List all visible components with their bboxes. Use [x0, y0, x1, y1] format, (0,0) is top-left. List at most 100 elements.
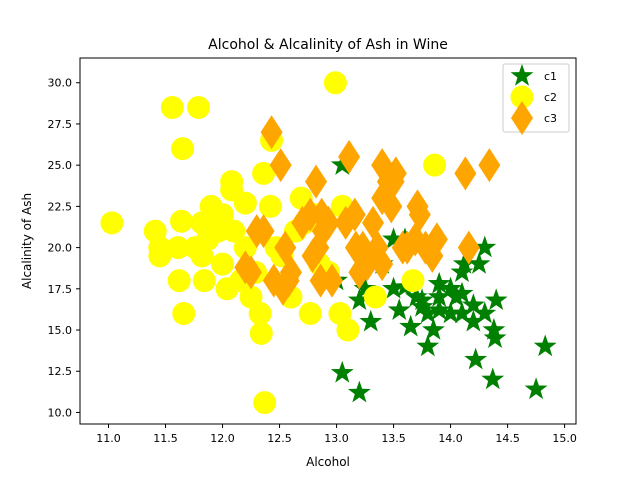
x-axis-label: Alcohol: [306, 455, 350, 469]
points-layer: [100, 71, 557, 415]
point-c1: [524, 377, 548, 400]
point-c2: [423, 153, 447, 177]
point-c1: [464, 347, 488, 370]
point-c2: [169, 209, 193, 233]
legend-label-c3: c3: [544, 112, 557, 125]
point-c2: [187, 95, 211, 119]
legend-label-c1: c1: [544, 70, 557, 83]
y-tick-label: 27.5: [48, 118, 73, 131]
point-c2: [233, 236, 257, 260]
point-c3: [338, 139, 361, 174]
point-c3: [309, 263, 332, 298]
point-c1: [473, 235, 497, 258]
point-c2: [233, 191, 257, 215]
legend-marker-c2: [510, 85, 534, 109]
point-c2: [166, 236, 190, 260]
point-c1: [450, 260, 474, 283]
point-c3: [457, 230, 480, 265]
point-c3: [252, 214, 275, 249]
point-c2: [160, 95, 184, 119]
point-c1: [484, 288, 508, 311]
point-c3: [384, 156, 407, 191]
point-c2: [199, 194, 223, 218]
point-c1: [452, 252, 476, 274]
point-c2: [100, 211, 124, 235]
point-c1: [461, 293, 485, 316]
point-c3: [343, 197, 366, 232]
point-c2: [167, 269, 191, 293]
y-tick-label: 12.5: [48, 365, 73, 378]
point-c1: [483, 326, 507, 348]
point-c3: [240, 255, 263, 290]
point-c2: [248, 302, 272, 326]
point-c1: [450, 281, 474, 304]
point-c3: [362, 205, 385, 240]
y-tick-label: 10.0: [48, 406, 73, 419]
point-c1: [439, 276, 462, 299]
point-c2: [211, 252, 235, 276]
point-c2: [253, 391, 277, 415]
point-c2: [222, 219, 246, 243]
x-tick-label: 14.5: [495, 432, 520, 445]
x-axis: 11.0 11.5 12.0 12.5 13.0 13.5 14.0 14.5 15.0: [96, 424, 577, 445]
point-c2: [336, 318, 360, 342]
x-tick-label: 15.0: [552, 432, 577, 445]
point-c1: [347, 288, 371, 311]
point-c3: [366, 230, 389, 265]
point-c1: [439, 301, 462, 324]
point-c3: [260, 115, 283, 150]
point-c1: [359, 309, 383, 332]
point-c3: [317, 205, 340, 240]
point-c3: [269, 148, 292, 183]
x-tick-label: 11.0: [96, 432, 121, 445]
point-c2: [323, 71, 347, 95]
point-c2: [148, 244, 172, 268]
point-c3: [408, 197, 431, 232]
y-tick-label: 15.0: [48, 324, 73, 337]
point-c3: [425, 222, 448, 257]
point-c3: [320, 263, 343, 298]
point-c2: [258, 194, 282, 218]
point-c2: [363, 285, 387, 309]
point-c3: [305, 164, 328, 199]
legend-marker-c1: [510, 64, 534, 86]
point-c1: [330, 360, 354, 383]
point-c2: [171, 137, 195, 161]
point-c1: [416, 334, 440, 357]
point-c3: [380, 189, 403, 224]
point-c3: [274, 230, 297, 265]
point-c1: [427, 298, 451, 320]
point-c3: [454, 156, 477, 191]
legend: c1 c2 c3: [502, 63, 570, 135]
point-c1: [387, 298, 411, 320]
point-c1: [481, 367, 505, 390]
legend-marker-c3: [511, 101, 533, 135]
point-c2: [192, 269, 216, 293]
point-c1: [382, 227, 405, 250]
point-c1: [473, 301, 497, 324]
point-c1: [533, 334, 557, 357]
y-tick-label: 17.5: [48, 283, 73, 296]
point-c2: [298, 302, 322, 326]
y-tick-label: 30.0: [48, 77, 73, 90]
plot-frame: [79, 57, 577, 425]
point-c1: [422, 318, 445, 340]
point-c2: [172, 302, 196, 326]
point-c1: [427, 271, 451, 294]
point-c1: [382, 276, 405, 299]
point-c1: [427, 285, 451, 307]
x-tick-label: 11.5: [153, 432, 178, 445]
point-c2: [401, 269, 425, 293]
legend-label-c2: c2: [544, 91, 557, 104]
point-c1: [353, 276, 377, 299]
point-c1: [461, 309, 485, 332]
y-tick-label: 22.5: [48, 200, 73, 213]
x-tick-label: 12.5: [267, 432, 292, 445]
x-tick-label: 12.0: [210, 432, 235, 445]
x-tick-label: 13.0: [324, 432, 349, 445]
point-c1: [404, 285, 428, 307]
chart-title: Alcohol & Alcalinity of Ash in Wine: [208, 37, 448, 53]
point-c3: [351, 230, 374, 265]
point-c1: [450, 301, 474, 324]
